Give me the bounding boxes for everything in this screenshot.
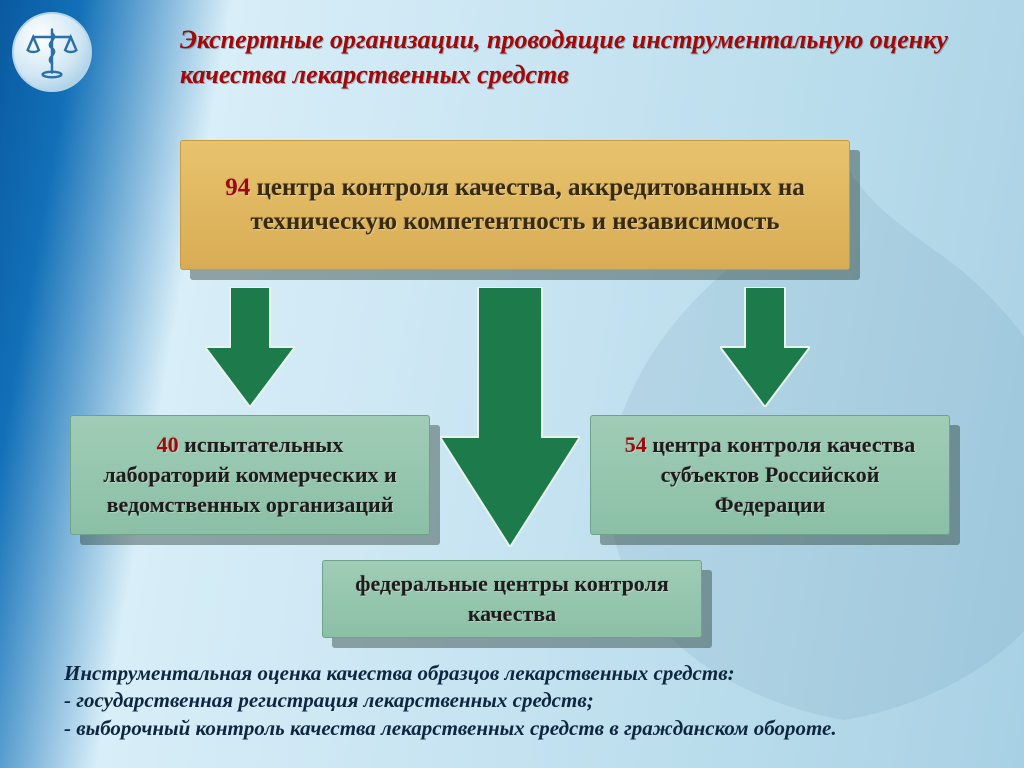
footer-line-3: - выборочный контроль качества лекарстве… [64,715,964,742]
test-labs-text: испытательных лабораторий коммерческих и… [103,432,396,516]
regional-centers-number: 54 [625,432,647,457]
footer-line-1: Инструментальная оценка качества образцо… [64,660,964,687]
regional-centers-text: центра контроля качества субъектов Росси… [647,432,916,516]
medical-scales-snake-icon [22,22,82,82]
org-logo [12,12,92,92]
arrow-down-left [205,287,295,407]
box-regional-centers: 54 центра контроля качества субъектов Ро… [590,415,950,535]
total-centers-text: центра контроля качества, аккредитованны… [250,174,805,235]
arrow-down-middle [440,287,580,547]
federal-centers-text: федеральные центры контроля качества [345,569,679,628]
test-labs-number: 40 [157,432,179,457]
arrow-down-right [720,287,810,407]
box-total-centers: 94 центра контроля качества, аккредитова… [180,140,850,270]
slide-title: Экспертные организации, проводящие инстр… [180,22,980,92]
box-federal-centers: федеральные центры контроля качества [322,560,702,638]
box-test-labs: 40 испытательных лабораторий коммерчески… [70,415,430,535]
footer-notes: Инструментальная оценка качества образцо… [64,660,964,742]
footer-line-2: - государственная регистрация лекарствен… [64,687,964,714]
total-centers-number: 94 [225,174,250,201]
